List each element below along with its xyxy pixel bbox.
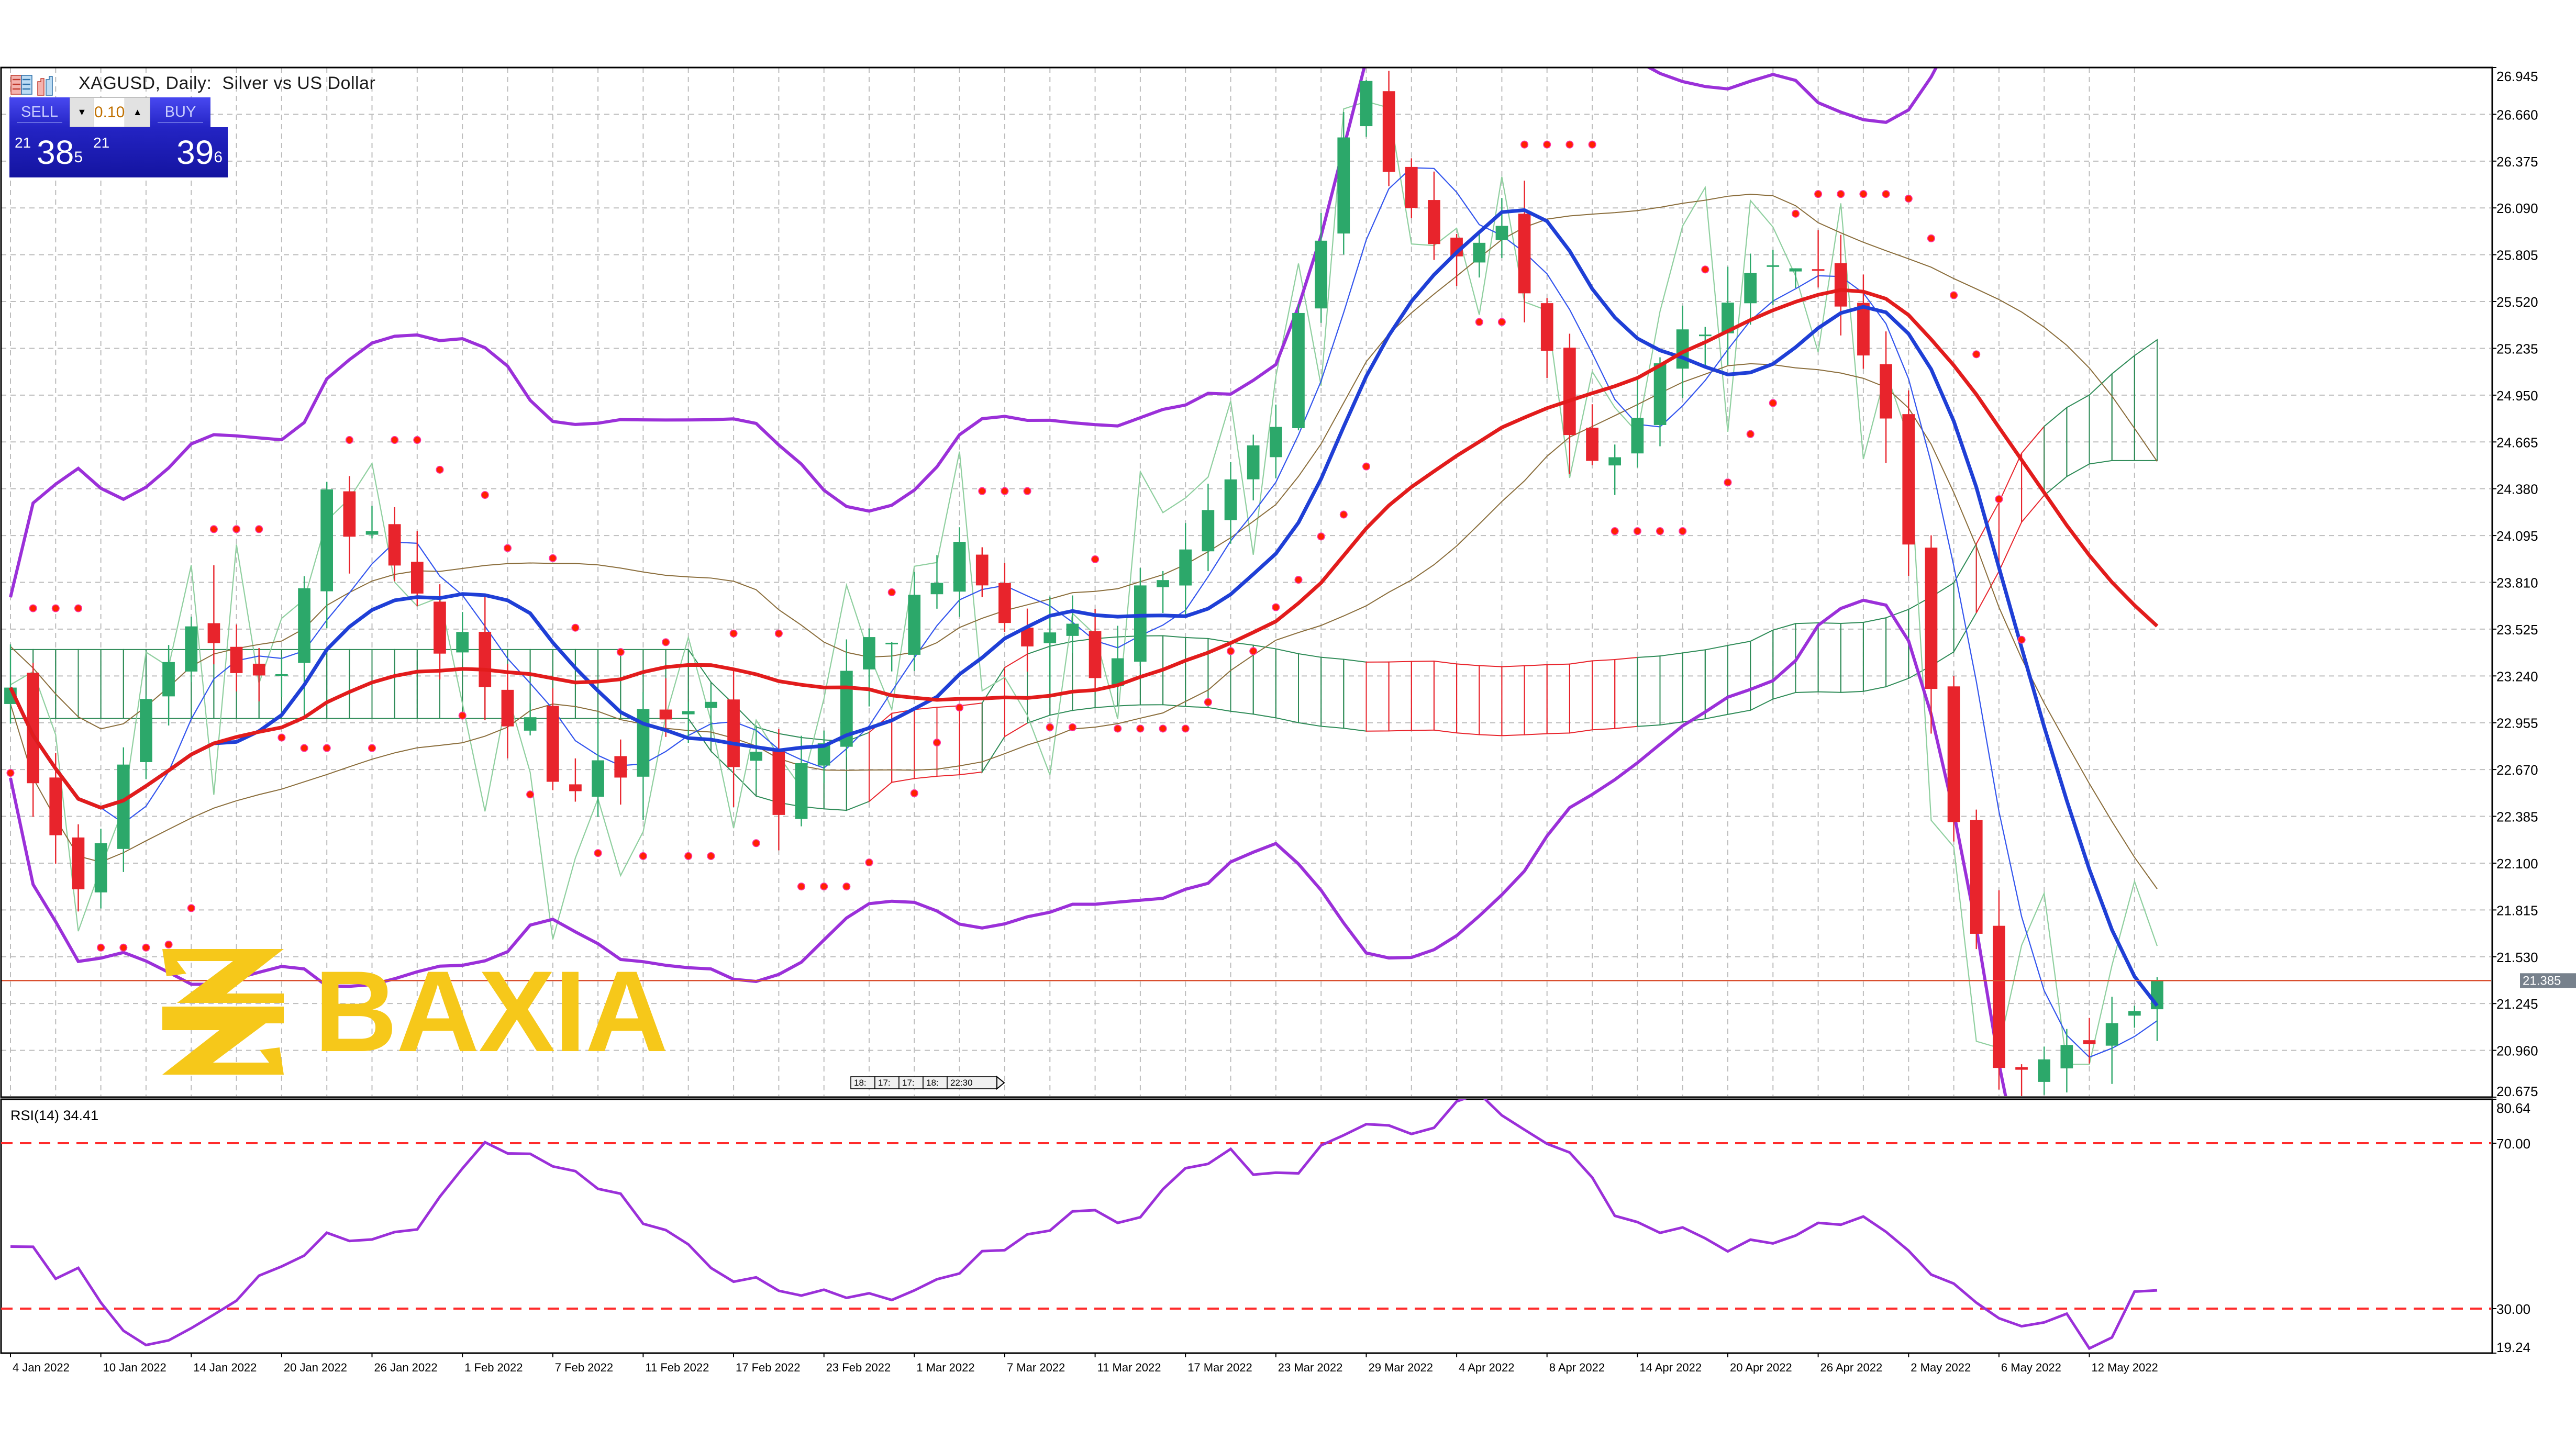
svg-text:25.520: 25.520 <box>2496 294 2538 310</box>
svg-text:14 Apr 2022: 14 Apr 2022 <box>1639 1361 1702 1374</box>
svg-text:22:30: 22:30 <box>950 1078 973 1088</box>
svg-text:17 Feb 2022: 17 Feb 2022 <box>736 1361 801 1374</box>
svg-text:11 Feb 2022: 11 Feb 2022 <box>645 1361 709 1374</box>
svg-text:22.385: 22.385 <box>2496 809 2538 825</box>
svg-text:25.235: 25.235 <box>2496 341 2538 357</box>
svg-text:25.805: 25.805 <box>2496 248 2538 263</box>
svg-text:26.090: 26.090 <box>2496 200 2538 216</box>
svg-text:20.960: 20.960 <box>2496 1043 2538 1059</box>
svg-text:20.675: 20.675 <box>2496 1084 2538 1099</box>
svg-text:24.095: 24.095 <box>2496 528 2538 544</box>
svg-text:20 Jan 2022: 20 Jan 2022 <box>284 1361 347 1374</box>
svg-text:12 May 2022: 12 May 2022 <box>2092 1361 2158 1374</box>
svg-text:26.660: 26.660 <box>2496 107 2538 122</box>
svg-text:24.380: 24.380 <box>2496 482 2538 497</box>
svg-text:21.530: 21.530 <box>2496 950 2538 965</box>
svg-text:1 Mar 2022: 1 Mar 2022 <box>916 1361 974 1374</box>
svg-text:4 Apr 2022: 4 Apr 2022 <box>1459 1361 1514 1374</box>
svg-text:21.245: 21.245 <box>2496 996 2538 1012</box>
svg-text:7 Mar 2022: 7 Mar 2022 <box>1007 1361 1065 1374</box>
svg-text:2 May 2022: 2 May 2022 <box>1911 1361 1971 1374</box>
svg-text:4 Jan 2022: 4 Jan 2022 <box>13 1361 70 1374</box>
svg-text:24.665: 24.665 <box>2496 434 2538 450</box>
svg-text:23.240: 23.240 <box>2496 668 2538 684</box>
svg-text:22.955: 22.955 <box>2496 716 2538 731</box>
svg-text:22.670: 22.670 <box>2496 762 2538 778</box>
svg-text:26.375: 26.375 <box>2496 154 2538 170</box>
svg-text:6 May 2022: 6 May 2022 <box>2001 1361 2061 1374</box>
svg-text:17:: 17: <box>902 1078 915 1088</box>
svg-text:14 Jan 2022: 14 Jan 2022 <box>193 1361 257 1374</box>
svg-text:23 Mar 2022: 23 Mar 2022 <box>1278 1361 1343 1374</box>
svg-text:17:: 17: <box>878 1078 891 1088</box>
svg-text:10 Jan 2022: 10 Jan 2022 <box>103 1361 166 1374</box>
svg-text:19.24: 19.24 <box>2496 1340 2530 1355</box>
svg-text:29 Mar 2022: 29 Mar 2022 <box>1369 1361 1434 1374</box>
svg-text:80.64: 80.64 <box>2496 1100 2530 1116</box>
svg-text:26.945: 26.945 <box>2496 69 2538 84</box>
svg-text:23 Feb 2022: 23 Feb 2022 <box>826 1361 891 1374</box>
svg-text:20 Apr 2022: 20 Apr 2022 <box>1730 1361 1792 1374</box>
svg-text:17 Mar 2022: 17 Mar 2022 <box>1187 1361 1252 1374</box>
svg-text:24.950: 24.950 <box>2496 388 2538 404</box>
svg-text:BAXIA: BAXIA <box>314 947 668 1076</box>
svg-text:26 Jan 2022: 26 Jan 2022 <box>374 1361 438 1374</box>
svg-text:7 Feb 2022: 7 Feb 2022 <box>555 1361 613 1374</box>
svg-text:21.815: 21.815 <box>2496 902 2538 918</box>
svg-text:8 Apr 2022: 8 Apr 2022 <box>1549 1361 1605 1374</box>
svg-text:18:: 18: <box>854 1078 867 1088</box>
svg-text:30.00: 30.00 <box>2496 1301 2530 1317</box>
svg-text:22.100: 22.100 <box>2496 856 2538 872</box>
svg-text:21.385: 21.385 <box>2523 974 2561 988</box>
svg-text:70.00: 70.00 <box>2496 1136 2530 1152</box>
svg-text:26 Apr 2022: 26 Apr 2022 <box>1820 1361 1883 1374</box>
svg-text:11 Mar 2022: 11 Mar 2022 <box>1097 1361 1161 1374</box>
svg-text:1 Feb 2022: 1 Feb 2022 <box>464 1361 523 1374</box>
svg-text:18:: 18: <box>926 1078 939 1088</box>
svg-text:23.810: 23.810 <box>2496 575 2538 591</box>
svg-text:23.525: 23.525 <box>2496 622 2538 638</box>
svg-text:RSI(14) 34.41: RSI(14) 34.41 <box>10 1108 98 1123</box>
